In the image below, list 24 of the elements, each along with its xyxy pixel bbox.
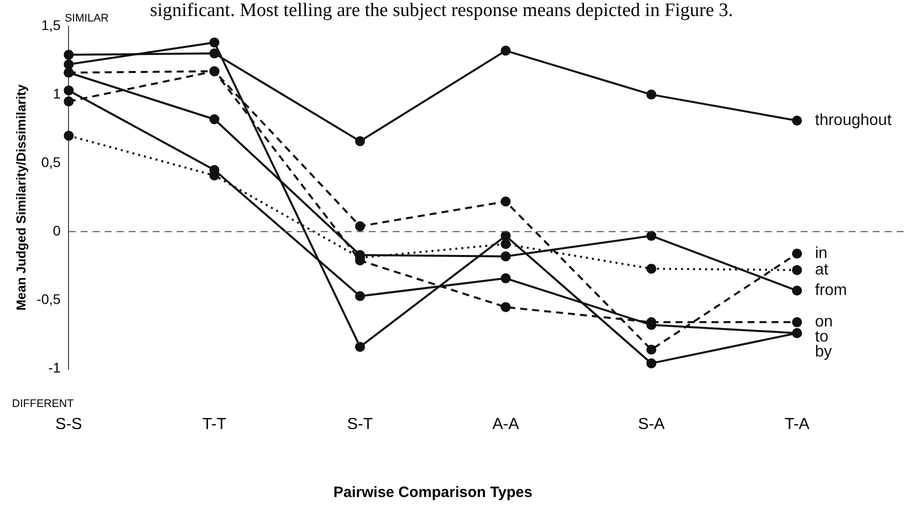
series-label: at xyxy=(815,261,829,278)
x-tick-label: T-T xyxy=(202,416,227,433)
text: SIMILAR xyxy=(64,12,109,25)
text: significant. Most telling are the subject response means depicted in Figure 3. xyxy=(150,0,734,22)
y-tick-label: -0,5 xyxy=(36,291,61,308)
y-tick-label: 0 xyxy=(52,222,61,239)
x-tick-label: T-A xyxy=(784,416,810,433)
series-label: throughout xyxy=(815,112,892,130)
y-tick-label: 1,5 xyxy=(41,16,61,33)
x-tick-label: S-S xyxy=(55,416,82,433)
text: DIFFERENT xyxy=(12,398,74,410)
series-label: from xyxy=(815,282,847,300)
series-label: on xyxy=(815,314,833,331)
x-tick-label: S-T xyxy=(347,416,374,433)
x-axis-title: Pairwise Comparison Types xyxy=(333,484,532,502)
series-label: to xyxy=(815,328,828,346)
y-tick-label: 0,5 xyxy=(41,154,61,170)
series-label: in xyxy=(815,245,828,262)
y-tick-label: -1 xyxy=(48,360,61,376)
y-axis-title: Mean Judged Similarity/Dissimilarity xyxy=(13,84,28,310)
series-label: by xyxy=(815,344,832,361)
y-tick-label: 1 xyxy=(52,85,61,102)
x-tick-label: A-A xyxy=(492,416,520,433)
x-tick-label: S-A xyxy=(638,416,666,433)
